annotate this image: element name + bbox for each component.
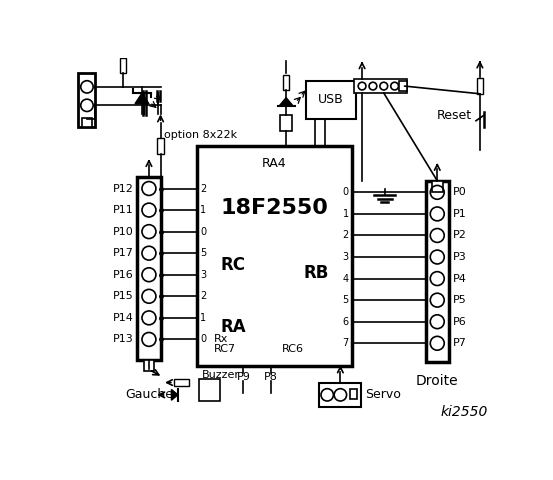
- Bar: [119, 58, 126, 73]
- Text: P14: P14: [113, 313, 133, 323]
- Text: RA4: RA4: [262, 156, 287, 169]
- Text: RC6: RC6: [282, 344, 304, 354]
- Bar: [426, 181, 449, 362]
- Text: 1: 1: [343, 209, 349, 219]
- Text: 1: 1: [200, 313, 206, 323]
- Bar: [137, 177, 160, 360]
- Bar: [174, 379, 189, 386]
- Text: P5: P5: [453, 295, 467, 305]
- Text: Servo: Servo: [365, 388, 401, 401]
- Text: USB: USB: [317, 94, 343, 107]
- Text: P12: P12: [113, 183, 133, 193]
- Text: Gauche: Gauche: [125, 388, 173, 401]
- Text: option 8x22k: option 8x22k: [164, 130, 238, 140]
- Text: 0: 0: [200, 227, 206, 237]
- Text: 5: 5: [200, 248, 206, 258]
- Text: 1: 1: [200, 205, 206, 215]
- Text: P8: P8: [264, 372, 278, 382]
- Text: P2: P2: [453, 230, 467, 240]
- Bar: [305, 81, 356, 119]
- Text: 18F2550: 18F2550: [221, 198, 328, 218]
- Text: 4: 4: [343, 274, 349, 284]
- Text: P10: P10: [113, 227, 133, 237]
- Polygon shape: [135, 93, 149, 104]
- Bar: [79, 73, 96, 127]
- Bar: [399, 82, 407, 91]
- Text: P3: P3: [453, 252, 467, 262]
- Text: 7: 7: [343, 338, 349, 348]
- Text: 2: 2: [200, 183, 206, 193]
- Text: Reset: Reset: [437, 109, 472, 122]
- Text: P0: P0: [453, 187, 467, 197]
- Text: Droite: Droite: [416, 374, 458, 388]
- Text: P16: P16: [113, 270, 133, 280]
- Text: 3: 3: [200, 270, 206, 280]
- Text: 0: 0: [200, 335, 206, 345]
- Text: P15: P15: [113, 291, 133, 301]
- Text: P6: P6: [453, 317, 467, 327]
- Text: RB: RB: [304, 264, 328, 282]
- Text: 5: 5: [343, 295, 349, 305]
- Bar: [319, 383, 361, 407]
- Text: RC: RC: [220, 256, 245, 275]
- Polygon shape: [171, 389, 178, 400]
- Text: P11: P11: [113, 205, 133, 215]
- Text: RA: RA: [220, 318, 246, 336]
- Text: 6: 6: [343, 317, 349, 327]
- Bar: [354, 79, 407, 93]
- Bar: [280, 115, 293, 131]
- Bar: [432, 181, 442, 192]
- Bar: [477, 78, 483, 94]
- Text: 2: 2: [200, 291, 206, 301]
- Text: RC7: RC7: [214, 344, 236, 354]
- Text: 2: 2: [343, 230, 349, 240]
- Bar: [82, 118, 92, 127]
- Text: ki2550: ki2550: [440, 405, 488, 419]
- Text: P17: P17: [113, 248, 133, 258]
- Text: 0: 0: [343, 187, 349, 197]
- Bar: [158, 138, 164, 154]
- Bar: [349, 389, 357, 399]
- Text: P4: P4: [453, 274, 467, 284]
- Text: P1: P1: [453, 209, 467, 219]
- Text: 3: 3: [343, 252, 349, 262]
- Bar: [197, 146, 352, 366]
- Text: P9: P9: [237, 372, 251, 382]
- Text: Buzzer: Buzzer: [202, 370, 239, 380]
- Text: P13: P13: [113, 335, 133, 345]
- Text: Rx: Rx: [214, 334, 228, 344]
- Polygon shape: [279, 97, 293, 106]
- Bar: [283, 74, 289, 90]
- Bar: [199, 380, 220, 401]
- Text: P7: P7: [453, 338, 467, 348]
- Bar: [144, 360, 154, 371]
